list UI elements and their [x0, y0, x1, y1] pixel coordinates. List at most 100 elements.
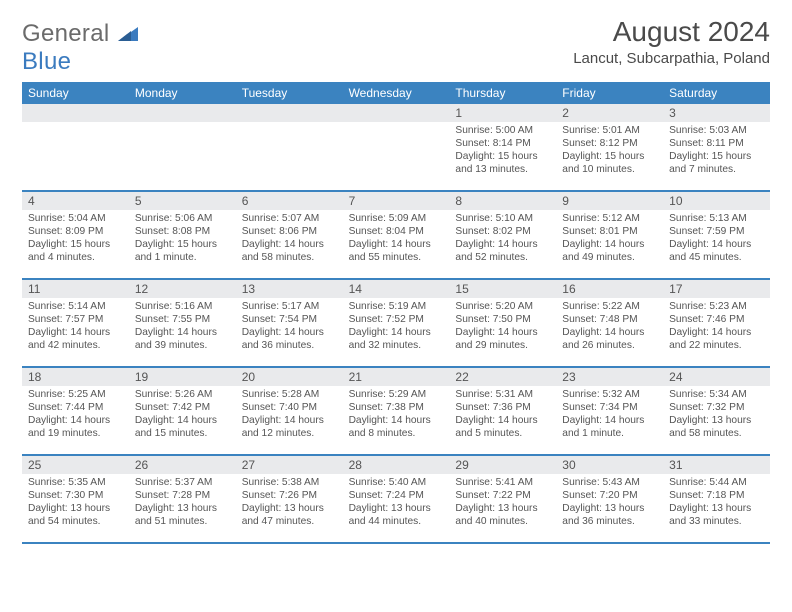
- daylength-text: Daylight: 14 hours and 36 minutes.: [242, 326, 337, 352]
- calendar-page: General Blue August 2024 Lancut, Subcarp…: [0, 0, 792, 554]
- calendar-cell: 22Sunrise: 5:31 AMSunset: 7:36 PMDayligh…: [449, 368, 556, 454]
- logo-text-blue: Blue: [22, 48, 71, 75]
- sunrise-text: Sunrise: 5:34 AM: [669, 388, 764, 401]
- calendar-cell: 27Sunrise: 5:38 AMSunset: 7:26 PMDayligh…: [236, 456, 343, 542]
- calendar-cell: 21Sunrise: 5:29 AMSunset: 7:38 PMDayligh…: [343, 368, 450, 454]
- sunrise-text: Sunrise: 5:20 AM: [455, 300, 550, 313]
- calendar-week: 18Sunrise: 5:25 AMSunset: 7:44 PMDayligh…: [22, 368, 770, 456]
- calendar-cell: 28Sunrise: 5:40 AMSunset: 7:24 PMDayligh…: [343, 456, 450, 542]
- sunset-text: Sunset: 7:18 PM: [669, 489, 764, 502]
- sunset-text: Sunset: 8:06 PM: [242, 225, 337, 238]
- sunrise-text: Sunrise: 5:09 AM: [349, 212, 444, 225]
- sunset-text: Sunset: 7:22 PM: [455, 489, 550, 502]
- calendar-cell: 19Sunrise: 5:26 AMSunset: 7:42 PMDayligh…: [129, 368, 236, 454]
- sunrise-text: Sunrise: 5:26 AM: [135, 388, 230, 401]
- day-number-bar: 15: [449, 280, 556, 298]
- sunrise-text: Sunrise: 5:43 AM: [562, 476, 657, 489]
- calendar-cell: 11Sunrise: 5:14 AMSunset: 7:57 PMDayligh…: [22, 280, 129, 366]
- calendar-cell: 9Sunrise: 5:12 AMSunset: 8:01 PMDaylight…: [556, 192, 663, 278]
- calendar-cell: 30Sunrise: 5:43 AMSunset: 7:20 PMDayligh…: [556, 456, 663, 542]
- sunset-text: Sunset: 8:04 PM: [349, 225, 444, 238]
- sunrise-text: Sunrise: 5:07 AM: [242, 212, 337, 225]
- daylength-text: Daylight: 15 hours and 4 minutes.: [28, 238, 123, 264]
- calendar-week: 4Sunrise: 5:04 AMSunset: 8:09 PMDaylight…: [22, 192, 770, 280]
- sunrise-text: Sunrise: 5:16 AM: [135, 300, 230, 313]
- cell-body: Sunrise: 5:37 AMSunset: 7:28 PMDaylight:…: [129, 474, 236, 532]
- calendar-cell: 6Sunrise: 5:07 AMSunset: 8:06 PMDaylight…: [236, 192, 343, 278]
- cell-body: Sunrise: 5:04 AMSunset: 8:09 PMDaylight:…: [22, 210, 129, 268]
- day-header: Friday: [556, 82, 663, 104]
- cell-body: Sunrise: 5:03 AMSunset: 8:11 PMDaylight:…: [663, 122, 770, 180]
- calendar-cell: 1Sunrise: 5:00 AMSunset: 8:14 PMDaylight…: [449, 104, 556, 190]
- title-block: August 2024 Lancut, Subcarpathia, Poland: [573, 16, 770, 67]
- logo-text-general: General: [22, 20, 109, 47]
- sunrise-text: Sunrise: 5:25 AM: [28, 388, 123, 401]
- daylength-text: Daylight: 13 hours and 40 minutes.: [455, 502, 550, 528]
- calendar-cell: 14Sunrise: 5:19 AMSunset: 7:52 PMDayligh…: [343, 280, 450, 366]
- day-number-bar: 4: [22, 192, 129, 210]
- daylength-text: Daylight: 15 hours and 7 minutes.: [669, 150, 764, 176]
- daylength-text: Daylight: 13 hours and 47 minutes.: [242, 502, 337, 528]
- day-number-bar: 31: [663, 456, 770, 474]
- daylength-text: Daylight: 13 hours and 33 minutes.: [669, 502, 764, 528]
- sunset-text: Sunset: 7:40 PM: [242, 401, 337, 414]
- sunset-text: Sunset: 7:59 PM: [669, 225, 764, 238]
- calendar-cell: [129, 104, 236, 190]
- sunset-text: Sunset: 8:01 PM: [562, 225, 657, 238]
- daylength-text: Daylight: 14 hours and 42 minutes.: [28, 326, 123, 352]
- calendar-week: 11Sunrise: 5:14 AMSunset: 7:57 PMDayligh…: [22, 280, 770, 368]
- daylength-text: Daylight: 13 hours and 44 minutes.: [349, 502, 444, 528]
- sunrise-text: Sunrise: 5:35 AM: [28, 476, 123, 489]
- sunrise-text: Sunrise: 5:14 AM: [28, 300, 123, 313]
- sunrise-text: Sunrise: 5:10 AM: [455, 212, 550, 225]
- calendar-cell: 31Sunrise: 5:44 AMSunset: 7:18 PMDayligh…: [663, 456, 770, 542]
- cell-body: Sunrise: 5:00 AMSunset: 8:14 PMDaylight:…: [449, 122, 556, 180]
- sunset-text: Sunset: 7:24 PM: [349, 489, 444, 502]
- cell-body: Sunrise: 5:32 AMSunset: 7:34 PMDaylight:…: [556, 386, 663, 444]
- calendar-cell: 15Sunrise: 5:20 AMSunset: 7:50 PMDayligh…: [449, 280, 556, 366]
- calendar-cell: 8Sunrise: 5:10 AMSunset: 8:02 PMDaylight…: [449, 192, 556, 278]
- daylength-text: Daylight: 14 hours and 22 minutes.: [669, 326, 764, 352]
- cell-body: Sunrise: 5:40 AMSunset: 7:24 PMDaylight:…: [343, 474, 450, 532]
- daylength-text: Daylight: 14 hours and 15 minutes.: [135, 414, 230, 440]
- sunset-text: Sunset: 7:52 PM: [349, 313, 444, 326]
- sunset-text: Sunset: 8:02 PM: [455, 225, 550, 238]
- cell-body: Sunrise: 5:44 AMSunset: 7:18 PMDaylight:…: [663, 474, 770, 532]
- brand-logo: General Blue: [22, 20, 138, 76]
- cell-body: Sunrise: 5:14 AMSunset: 7:57 PMDaylight:…: [22, 298, 129, 356]
- day-number-bar: 30: [556, 456, 663, 474]
- sunset-text: Sunset: 7:46 PM: [669, 313, 764, 326]
- calendar-cell: 4Sunrise: 5:04 AMSunset: 8:09 PMDaylight…: [22, 192, 129, 278]
- sunrise-text: Sunrise: 5:22 AM: [562, 300, 657, 313]
- sunset-text: Sunset: 7:26 PM: [242, 489, 337, 502]
- daylength-text: Daylight: 14 hours and 26 minutes.: [562, 326, 657, 352]
- sunrise-text: Sunrise: 5:32 AM: [562, 388, 657, 401]
- calendar-cell: 17Sunrise: 5:23 AMSunset: 7:46 PMDayligh…: [663, 280, 770, 366]
- day-number-bar: 23: [556, 368, 663, 386]
- location-text: Lancut, Subcarpathia, Poland: [573, 50, 770, 67]
- day-number-bar: 9: [556, 192, 663, 210]
- cell-body: Sunrise: 5:07 AMSunset: 8:06 PMDaylight:…: [236, 210, 343, 268]
- sunrise-text: Sunrise: 5:06 AM: [135, 212, 230, 225]
- cell-body: Sunrise: 5:20 AMSunset: 7:50 PMDaylight:…: [449, 298, 556, 356]
- cell-body: Sunrise: 5:09 AMSunset: 8:04 PMDaylight:…: [343, 210, 450, 268]
- day-headers-row: SundayMondayTuesdayWednesdayThursdayFrid…: [22, 82, 770, 104]
- sunset-text: Sunset: 7:57 PM: [28, 313, 123, 326]
- cell-body: Sunrise: 5:10 AMSunset: 8:02 PMDaylight:…: [449, 210, 556, 268]
- sunset-text: Sunset: 8:09 PM: [28, 225, 123, 238]
- calendar-cell: 16Sunrise: 5:22 AMSunset: 7:48 PMDayligh…: [556, 280, 663, 366]
- sunset-text: Sunset: 7:36 PM: [455, 401, 550, 414]
- day-number-bar: 26: [129, 456, 236, 474]
- daylength-text: Daylight: 14 hours and 49 minutes.: [562, 238, 657, 264]
- cell-body: Sunrise: 5:01 AMSunset: 8:12 PMDaylight:…: [556, 122, 663, 180]
- day-number-bar: 28: [343, 456, 450, 474]
- calendar-cell: 2Sunrise: 5:01 AMSunset: 8:12 PMDaylight…: [556, 104, 663, 190]
- sunrise-text: Sunrise: 5:41 AM: [455, 476, 550, 489]
- sunset-text: Sunset: 7:34 PM: [562, 401, 657, 414]
- calendar-cell: [343, 104, 450, 190]
- logo-triangle-icon: [118, 28, 138, 45]
- daylength-text: Daylight: 14 hours and 5 minutes.: [455, 414, 550, 440]
- cell-body: Sunrise: 5:23 AMSunset: 7:46 PMDaylight:…: [663, 298, 770, 356]
- daylength-text: Daylight: 15 hours and 1 minute.: [135, 238, 230, 264]
- daylength-text: Daylight: 14 hours and 1 minute.: [562, 414, 657, 440]
